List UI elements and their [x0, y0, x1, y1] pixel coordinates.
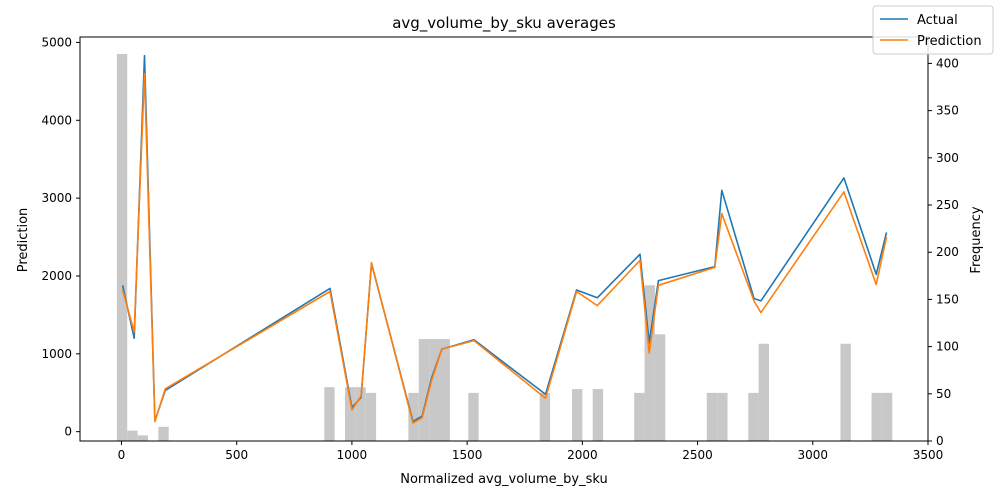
y2-tick-label: 100 [936, 340, 959, 354]
x-tick-label: 500 [225, 448, 248, 462]
histogram-bar [355, 387, 366, 441]
histogram-bar [324, 387, 335, 441]
histogram-bar [345, 387, 356, 441]
histogram-bar [634, 392, 645, 441]
histogram-bar [748, 392, 759, 441]
y-tick-label: 2000 [41, 269, 72, 283]
y2-tick-label: 350 [936, 104, 959, 118]
histogram-bar [706, 392, 718, 441]
y2-tick-label: 50 [936, 387, 951, 401]
plot-frame [79, 36, 929, 442]
histogram-bar [468, 392, 479, 441]
histogram-bar [654, 334, 666, 441]
histogram-bar [137, 435, 148, 441]
histogram-bar [758, 343, 769, 441]
x-tick-label: 0 [118, 448, 126, 462]
x-tick-label: 1000 [337, 448, 368, 462]
y2-tick-label: 400 [936, 56, 959, 70]
histogram-bar [871, 392, 882, 441]
y-axis-left: 0 1000 2000 3000 4000 5000 [41, 35, 80, 439]
histogram-bar [408, 392, 419, 441]
histogram-bar [439, 339, 450, 441]
histogram-bar [840, 343, 851, 441]
series-lines [121, 54, 888, 424]
histogram-bar [158, 426, 169, 441]
histogram-bar [429, 339, 440, 441]
chart-title: avg_volume_by_sku averages [392, 14, 616, 33]
histogram-bar [717, 392, 728, 441]
histogram-bars [116, 53, 893, 441]
y2-tick-label: 200 [936, 245, 959, 259]
x-tick-label: 3500 [913, 448, 944, 462]
x-tick-label: 2000 [567, 448, 598, 462]
x-axis: 0 500 1000 1500 2000 2500 3000 3500 [118, 441, 944, 462]
histogram-bar [644, 285, 655, 441]
y2-tick-label: 250 [936, 198, 959, 212]
histogram-bar [571, 389, 583, 441]
x-tick-label: 3000 [798, 448, 829, 462]
legend-box [872, 5, 994, 55]
series-line-actual [121, 54, 888, 423]
y2-tick-label: 0 [936, 434, 944, 448]
legend: Actual Prediction [872, 5, 994, 55]
series-line-prediction [121, 72, 888, 424]
y2-tick-label: 300 [936, 151, 959, 165]
x-axis-label: Normalized avg_volume_by_sku [400, 472, 608, 487]
histogram-bar [592, 389, 604, 441]
y-tick-label: 1000 [41, 347, 72, 361]
histogram-bar [539, 392, 551, 441]
legend-label-prediction: Prediction [917, 34, 982, 49]
histogram-bar [116, 53, 128, 441]
legend-label-actual: Actual [917, 13, 958, 28]
y2-axis-label: Frequency [969, 206, 984, 273]
y-axis-label: Prediction [16, 208, 31, 273]
y-axis-right: 0 50 100 150 200 250 300 350 400 [928, 56, 959, 448]
x-tick-label: 2500 [682, 448, 713, 462]
y-tick-label: 4000 [41, 113, 72, 127]
histogram-bar [881, 392, 893, 441]
histogram-bar [127, 430, 138, 441]
y-tick-label: 5000 [41, 35, 72, 49]
histogram-bar [365, 392, 377, 441]
y-tick-label: 3000 [41, 191, 72, 205]
y2-tick-label: 150 [936, 292, 959, 306]
x-tick-label: 1500 [452, 448, 483, 462]
histogram-bar [418, 339, 430, 441]
y-tick-label: 0 [64, 425, 72, 439]
